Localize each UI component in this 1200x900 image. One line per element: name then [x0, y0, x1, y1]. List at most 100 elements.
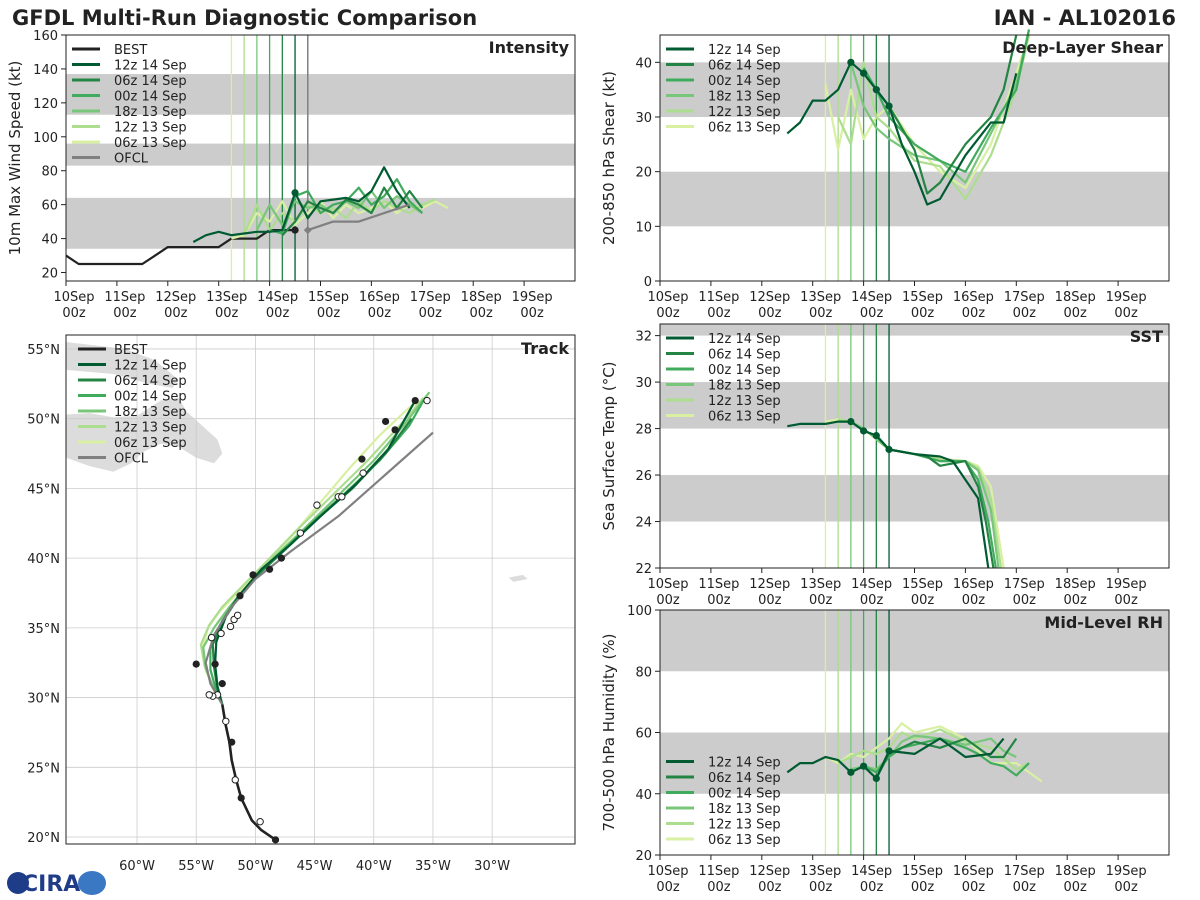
legend-label-2: 06z 14 Sep [114, 74, 187, 89]
track-marker-open-14 [338, 493, 346, 501]
x-tick-label-7: 17Sep [410, 290, 451, 305]
legend-label-6: 06z 13 Sep [114, 436, 187, 451]
lon-tick-label-4: 40°W [356, 859, 392, 874]
x-tick-label-8: 18Sep [1055, 864, 1096, 879]
lon-tick-label-1: 55°W [178, 859, 214, 874]
legend-label-0: BEST [114, 343, 147, 358]
track-line-12z-14-sep [214, 399, 417, 705]
x-tick-label-5: 15Sep [902, 577, 943, 592]
y-tick-label-0: 22 [635, 562, 652, 577]
track-marker-open-12 [313, 501, 321, 509]
shaded-band-2 [66, 74, 575, 115]
y-axis-label: 700-500 hPa Humidity (%) [600, 633, 618, 831]
lat-tick-label-4: 40°N [27, 552, 60, 567]
legend-label-3: 18z 13 Sep [708, 802, 781, 817]
track-marker-open-16 [423, 396, 431, 405]
track-marker-filled-11 [382, 417, 390, 426]
track-marker-filled-9 [277, 554, 286, 562]
y-tick-label-1: 24 [635, 516, 652, 531]
legend-label-2: 00z 14 Sep [708, 363, 781, 378]
x-tick-label-0: 10Sep [647, 290, 688, 305]
legend-label-1: 06z 14 Sep [708, 348, 781, 363]
y-tick-label-4: 100 [33, 131, 58, 146]
lat-tick-label-7: 55°N [27, 343, 60, 358]
legend-label-5: 12z 13 Sep [114, 121, 187, 136]
series-marker-5-1 [860, 69, 868, 77]
track-marker-filled-13 [411, 396, 419, 405]
newfoundland-land [66, 397, 223, 472]
series-marker-5-3 [885, 102, 893, 110]
x-tick-label-hour-2: 00z [758, 593, 782, 608]
map-frame [65, 334, 576, 845]
track-marker-filled-0 [271, 836, 280, 844]
legend-label-0: 12z 14 Sep [708, 332, 781, 347]
y-tick-label-7: 160 [33, 29, 58, 44]
cira-logo: CIRA [7, 871, 106, 897]
series-line-06z-14-sep [281, 186, 424, 236]
intensity-panel: 2040608010012014016010Sep00z11Sep00z12Se… [6, 29, 576, 321]
lat-tick-label-5: 45°N [27, 482, 60, 497]
labrador-land [66, 342, 179, 388]
x-tick-label-6: 16Sep [359, 290, 400, 305]
series-marker-5-1 [860, 427, 868, 435]
track-marker-open-7 [217, 629, 225, 638]
shear-panel: 01020304010Sep00z11Sep00z12Sep00z13Sep00… [600, 29, 1170, 321]
x-tick-label-3: 13Sep [800, 290, 841, 305]
x-tick-label-hour-7: 00z [1013, 880, 1037, 895]
lat-tick-label-2: 30°N [27, 692, 60, 707]
track-marker-filled-8 [266, 565, 274, 573]
track-marker-open-15 [359, 469, 367, 477]
x-tick-label-hour-0: 00z [656, 593, 680, 608]
track-marker-open-6 [207, 633, 216, 642]
x-tick-label-8: 18Sep [1055, 290, 1096, 305]
series-line-best [65, 229, 296, 266]
x-tick-label-4: 14Sep [851, 864, 892, 879]
x-tick-label-hour-1: 00z [113, 306, 137, 321]
y-tick-label-3: 80 [41, 165, 58, 180]
series-line-12z-14-sep [786, 737, 1005, 780]
y-tick-label-3: 30 [635, 111, 652, 126]
series-marker-5-2 [872, 86, 880, 94]
shaded-band-1 [66, 143, 575, 166]
series-line-18z-13-sep [850, 734, 1017, 771]
legend-label-4: 12z 13 Sep [708, 818, 781, 833]
y-axis-label: Sea Surface Temp (°C) [600, 361, 618, 530]
series-marker-5-3 [885, 747, 893, 755]
x-tick-label-hour-5: 00z [911, 593, 935, 608]
logo-text: CIRA [22, 872, 80, 897]
x-tick-label-2: 12Sep [749, 290, 790, 305]
shaded-band-0 [66, 197, 575, 249]
x-tick-label-hour-5: 00z [911, 880, 935, 895]
x-tick-label-hour-0: 00z [656, 306, 680, 321]
legend-label-3: 18z 13 Sep [708, 90, 781, 105]
track-marker-filled-12 [391, 426, 399, 434]
legend-label-1: 06z 14 Sep [708, 59, 781, 74]
panel-title: Mid-Level RH [1044, 613, 1163, 632]
y-tick-label-6: 140 [33, 63, 58, 78]
x-tick-label-5: 15Sep [308, 290, 349, 305]
legend-label-6: 06z 13 Sep [114, 136, 187, 151]
track-marker-open-8 [226, 622, 235, 631]
y-tick-label-1: 10 [635, 220, 652, 235]
x-tick-label-hour-8: 00z [1064, 593, 1088, 608]
track-marker-filled-7 [249, 571, 257, 579]
y-tick-label-0: 20 [41, 267, 58, 282]
x-tick-label-hour-1: 00z [707, 880, 731, 895]
series-marker-5-2 [872, 431, 880, 440]
x-tick-label-hour-0: 00z [62, 306, 86, 321]
legend-label-4: 12z 13 Sep [708, 394, 781, 409]
x-tick-label-9: 19Sep [512, 290, 553, 305]
shaded-band-0 [660, 171, 1169, 227]
x-tick-label-8: 18Sep [461, 290, 502, 305]
series-marker-5-3 [885, 445, 893, 454]
x-tick-label-7: 17Sep [1004, 577, 1045, 592]
figure-title: GFDL Multi-Run Diagnostic Comparison [12, 6, 477, 30]
x-tick-label-hour-4: 00z [860, 306, 884, 321]
series-marker-0-0 [291, 226, 299, 234]
series-line-06z-14-sep [875, 34, 1018, 195]
track-marker-open-0 [256, 817, 264, 826]
x-tick-label-hour-9: 00z [1114, 306, 1138, 321]
panel-title: Intensity [489, 38, 570, 57]
x-tick-label-hour-5: 00z [317, 306, 341, 321]
y-tick-label-0: 0 [644, 275, 652, 290]
